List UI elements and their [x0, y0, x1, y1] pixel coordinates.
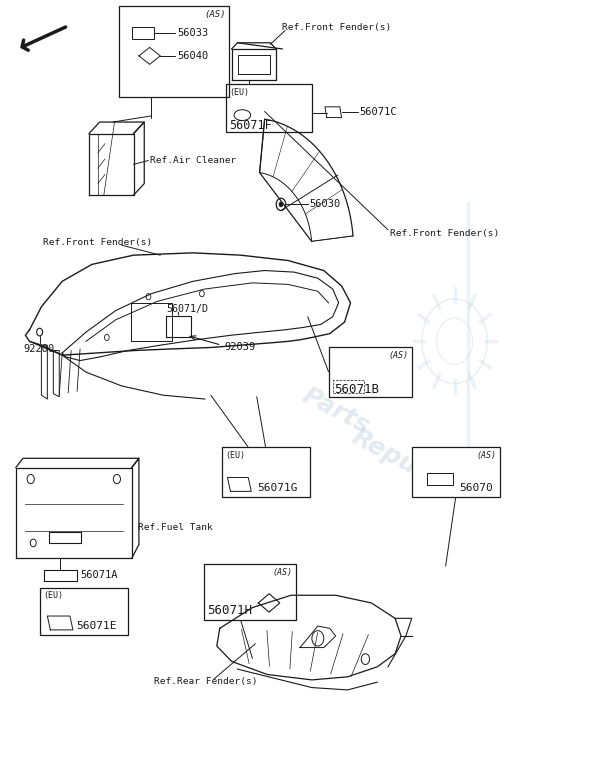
Text: Ref.Front Fender(s): Ref.Front Fender(s): [43, 239, 152, 247]
Text: 56070: 56070: [460, 483, 493, 493]
Text: 56071E: 56071E: [76, 621, 117, 631]
Text: 56071B: 56071B: [334, 383, 379, 395]
Text: 56040: 56040: [177, 51, 208, 61]
Text: 56071H: 56071H: [206, 604, 251, 617]
Text: 56071G: 56071G: [257, 483, 298, 493]
Text: (AS): (AS): [204, 10, 226, 19]
Text: 56071/D: 56071/D: [166, 304, 208, 314]
Text: (AS): (AS): [477, 450, 497, 460]
Text: Parts: Parts: [298, 383, 373, 439]
Text: (EU): (EU): [229, 88, 249, 97]
Text: Ref.Fuel Tank: Ref.Fuel Tank: [139, 523, 213, 532]
Text: (AS): (AS): [273, 568, 293, 577]
Bar: [329, 346, 412, 397]
Text: (EU): (EU): [43, 591, 63, 601]
Bar: [412, 446, 500, 497]
Circle shape: [279, 202, 283, 207]
Bar: [203, 564, 296, 620]
Bar: [221, 446, 310, 497]
Text: 92200: 92200: [23, 344, 55, 354]
Text: 56030: 56030: [310, 199, 341, 209]
Text: Republik: Republik: [347, 425, 467, 504]
Text: 56071C: 56071C: [359, 107, 397, 117]
Text: (AS): (AS): [389, 350, 409, 360]
Bar: [119, 6, 229, 97]
Bar: [226, 84, 312, 132]
Text: 92039: 92039: [224, 343, 255, 353]
Text: Ref.Front Fender(s): Ref.Front Fender(s): [391, 229, 500, 238]
Text: (EU): (EU): [225, 450, 245, 460]
Text: 56071A: 56071A: [80, 570, 118, 580]
Text: 56071F: 56071F: [229, 119, 272, 133]
Text: Ref.Front Fender(s): Ref.Front Fender(s): [282, 23, 391, 32]
Text: Ref.Air Cleaner: Ref.Air Cleaner: [149, 156, 236, 165]
Bar: [40, 587, 128, 636]
Bar: [132, 26, 154, 39]
Text: Ref.Rear Fender(s): Ref.Rear Fender(s): [154, 677, 258, 686]
Text: 56033: 56033: [177, 28, 208, 38]
